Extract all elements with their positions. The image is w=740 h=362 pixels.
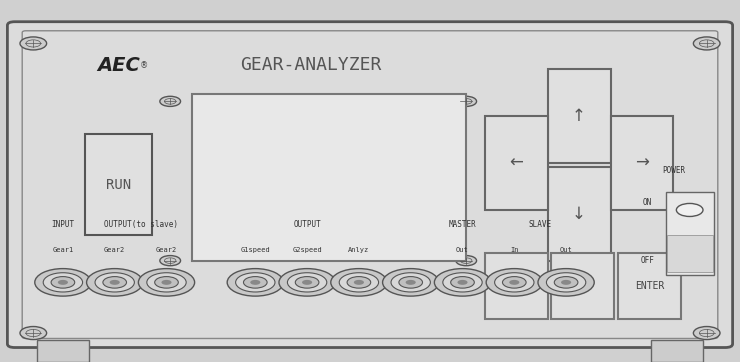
Text: SET: SET <box>574 281 591 291</box>
Circle shape <box>693 327 720 340</box>
Circle shape <box>554 277 578 288</box>
Circle shape <box>160 256 181 266</box>
FancyBboxPatch shape <box>651 340 703 362</box>
Circle shape <box>287 273 327 292</box>
Circle shape <box>561 280 571 285</box>
Circle shape <box>35 269 91 296</box>
Circle shape <box>538 269 594 296</box>
Circle shape <box>383 269 439 296</box>
Text: ®: ® <box>140 61 149 70</box>
Circle shape <box>138 269 195 296</box>
Circle shape <box>279 269 335 296</box>
Circle shape <box>347 277 371 288</box>
Text: Gear2: Gear2 <box>156 247 177 253</box>
FancyBboxPatch shape <box>551 253 614 319</box>
Text: MODE: MODE <box>505 281 528 291</box>
Circle shape <box>406 280 416 285</box>
Circle shape <box>434 269 491 296</box>
Text: ↓: ↓ <box>572 205 586 223</box>
Circle shape <box>451 277 474 288</box>
Circle shape <box>51 277 75 288</box>
Circle shape <box>457 280 468 285</box>
Circle shape <box>486 269 542 296</box>
FancyBboxPatch shape <box>192 94 466 261</box>
FancyBboxPatch shape <box>37 340 89 362</box>
Circle shape <box>161 280 172 285</box>
Text: ENTER: ENTER <box>635 281 664 291</box>
Text: G1speed: G1speed <box>240 247 270 253</box>
Text: AEC: AEC <box>97 56 140 75</box>
Circle shape <box>110 280 120 285</box>
Circle shape <box>494 273 534 292</box>
Text: ←: ← <box>509 154 523 172</box>
Text: ↑: ↑ <box>572 107 586 125</box>
FancyBboxPatch shape <box>666 192 714 275</box>
Text: OUTPUT: OUTPUT <box>293 220 321 229</box>
Circle shape <box>399 277 423 288</box>
Text: Anlyz: Anlyz <box>349 247 369 253</box>
Circle shape <box>95 273 135 292</box>
Text: MASTER: MASTER <box>448 220 477 229</box>
Circle shape <box>295 277 319 288</box>
Circle shape <box>676 203 703 216</box>
Text: In: In <box>510 247 519 253</box>
FancyBboxPatch shape <box>548 69 610 163</box>
Text: Gear2: Gear2 <box>104 247 125 253</box>
Circle shape <box>43 273 83 292</box>
Circle shape <box>456 256 477 266</box>
Circle shape <box>147 273 186 292</box>
Circle shape <box>456 96 477 106</box>
Circle shape <box>302 280 312 285</box>
FancyBboxPatch shape <box>485 253 548 319</box>
FancyBboxPatch shape <box>548 167 610 261</box>
Circle shape <box>509 280 519 285</box>
Text: G2speed: G2speed <box>292 247 322 253</box>
Text: POWER: POWER <box>662 166 685 174</box>
FancyBboxPatch shape <box>485 116 548 210</box>
Circle shape <box>20 37 47 50</box>
Text: →: → <box>635 154 649 172</box>
FancyBboxPatch shape <box>7 22 733 348</box>
Circle shape <box>58 280 68 285</box>
Circle shape <box>546 273 586 292</box>
FancyBboxPatch shape <box>610 116 673 210</box>
FancyBboxPatch shape <box>618 253 681 319</box>
Circle shape <box>391 273 431 292</box>
FancyBboxPatch shape <box>667 235 713 272</box>
Circle shape <box>155 277 178 288</box>
FancyBboxPatch shape <box>85 134 152 235</box>
Text: Out: Out <box>456 247 469 253</box>
Circle shape <box>227 269 283 296</box>
Circle shape <box>243 277 267 288</box>
Circle shape <box>339 273 379 292</box>
Text: SLAVE: SLAVE <box>528 220 552 229</box>
Circle shape <box>235 273 275 292</box>
Text: RUN: RUN <box>106 178 131 191</box>
Text: Out: Out <box>559 247 573 253</box>
Circle shape <box>20 327 47 340</box>
Text: ON: ON <box>643 198 652 207</box>
Circle shape <box>160 96 181 106</box>
Circle shape <box>87 269 143 296</box>
Circle shape <box>354 280 364 285</box>
Text: GEAR-ANALYZER: GEAR-ANALYZER <box>240 56 382 74</box>
Circle shape <box>250 280 260 285</box>
Circle shape <box>331 269 387 296</box>
Circle shape <box>103 277 127 288</box>
Circle shape <box>502 277 526 288</box>
Text: OUTPUT(to slave): OUTPUT(to slave) <box>104 220 178 229</box>
Circle shape <box>443 273 482 292</box>
Text: OFF: OFF <box>641 256 654 265</box>
Text: Gear1: Gear1 <box>53 247 73 253</box>
Circle shape <box>693 37 720 50</box>
Text: INPUT: INPUT <box>51 220 75 229</box>
